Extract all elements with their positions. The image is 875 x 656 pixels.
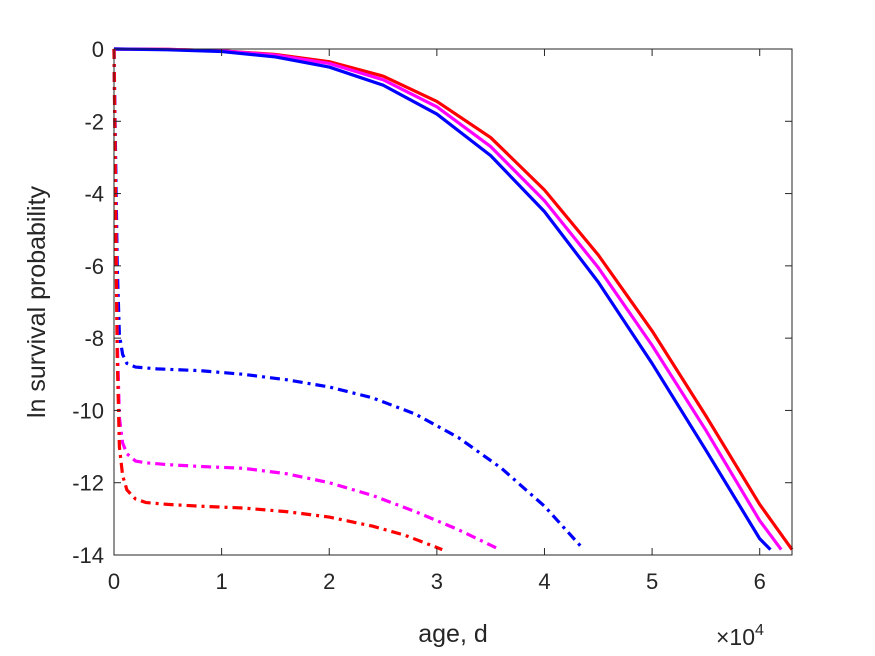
y-tick-label: -10: [72, 398, 104, 423]
x-tick-label: 4: [538, 569, 550, 594]
x-axis-ticks: 0 1 2 3 4 5 6: [108, 49, 766, 594]
y-axis-label: ln survival probability: [23, 185, 51, 418]
series-line-4: [112, 48, 584, 549]
x-tick-label: 1: [215, 569, 227, 594]
x-tick-label: 5: [646, 569, 658, 594]
series-layer: [112, 47, 794, 552]
y-tick-label: -2: [84, 109, 104, 134]
y-tick-label: -8: [84, 326, 104, 351]
x-exponent-base: ×10: [716, 624, 755, 650]
series-line-3: [113, 47, 772, 551]
y-tick-label: -6: [84, 254, 104, 279]
x-exponent-label: ×104: [716, 622, 764, 650]
x-exponent-power: 4: [755, 622, 764, 639]
y-axis-ticks: 0 -2 -4 -6 -8 -10 -12 -14: [72, 37, 792, 568]
y-tick-label: -14: [72, 543, 104, 568]
x-tick-label: 2: [323, 569, 335, 594]
y-tick-label: 0: [92, 37, 104, 62]
y-tick-label: -12: [72, 471, 104, 496]
plot-frame: [113, 48, 793, 556]
y-tick-label: -4: [84, 182, 104, 207]
series-line-6: [112, 48, 443, 552]
x-tick-label: 3: [431, 569, 443, 594]
x-tick-label: 6: [754, 569, 766, 594]
x-axis-label: age, d: [418, 620, 488, 648]
series-line-5: [112, 48, 497, 550]
plot-background: [114, 49, 792, 555]
x-tick-label: 0: [108, 569, 120, 594]
